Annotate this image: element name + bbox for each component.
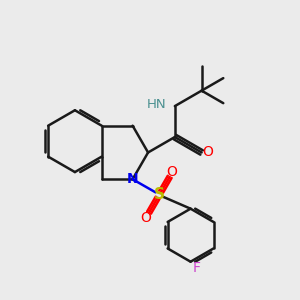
Text: F: F (193, 261, 200, 275)
Text: N: N (127, 172, 138, 186)
Text: O: O (167, 165, 178, 178)
Text: O: O (141, 212, 152, 226)
Text: O: O (203, 146, 214, 160)
Text: HN: HN (146, 98, 166, 111)
Text: S: S (154, 187, 165, 202)
